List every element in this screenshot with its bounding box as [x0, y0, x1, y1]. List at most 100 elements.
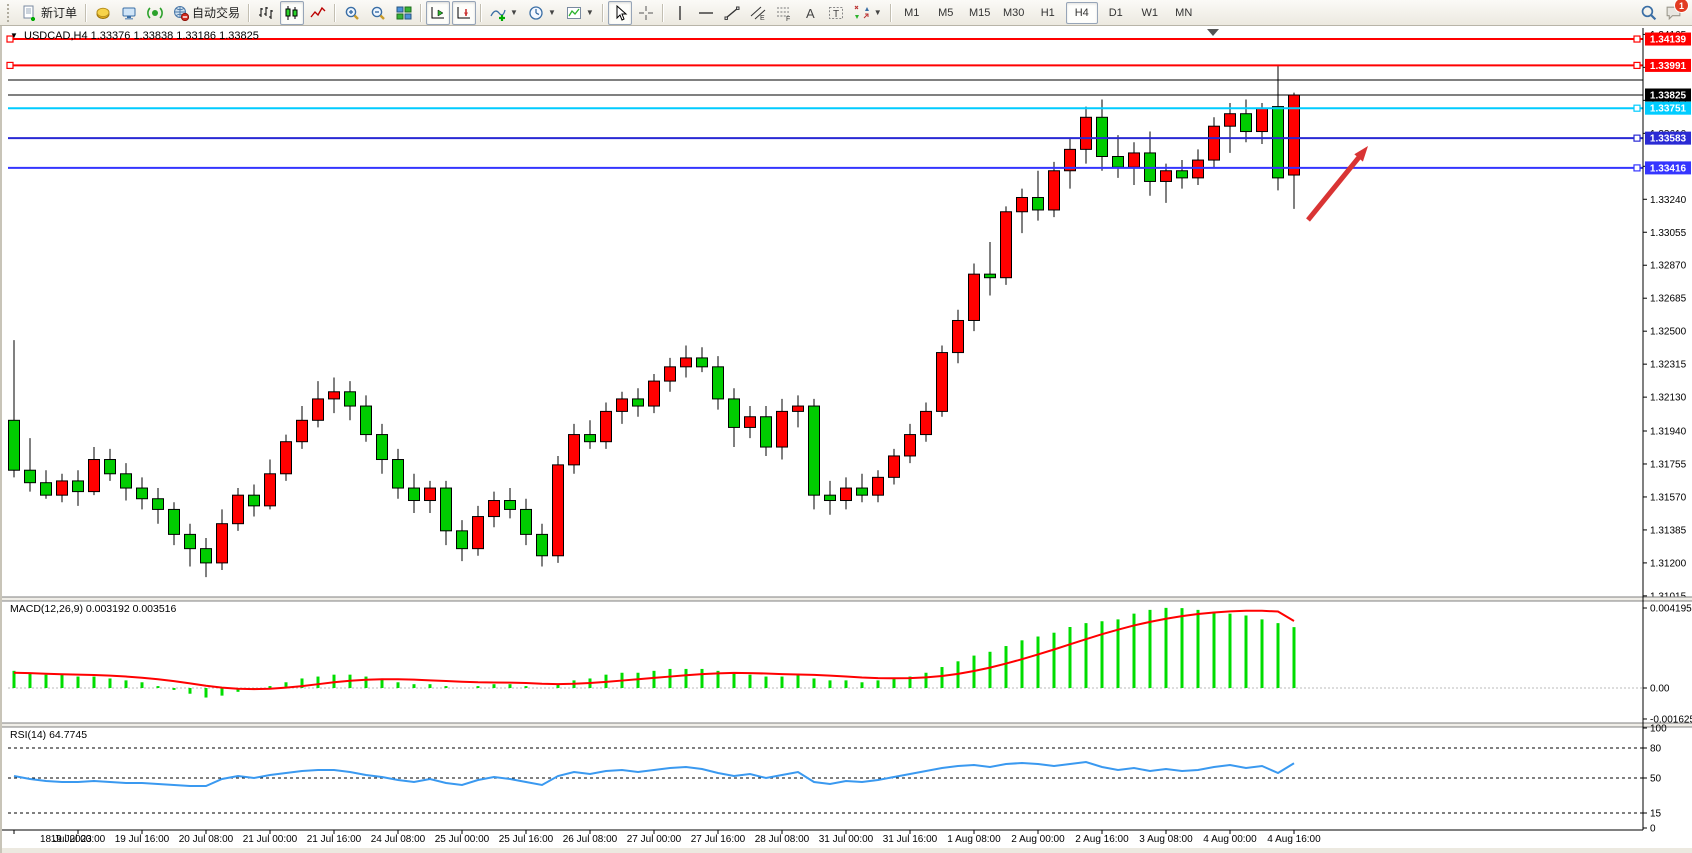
- price-label-box: [1645, 88, 1691, 102]
- timeframe-m1-button[interactable]: M1: [904, 6, 920, 19]
- candlestick: [680, 357, 692, 368]
- timeframe-w1-button[interactable]: W1: [1141, 6, 1158, 19]
- panel-splitter[interactable]: [2, 723, 1692, 727]
- timeframe-h4-button[interactable]: H4: [1065, 1, 1098, 24]
- candlestick: [1032, 196, 1044, 211]
- candlestick: [952, 319, 964, 354]
- textA-icon: A: [806, 6, 815, 21]
- candlestick: [840, 487, 852, 502]
- time-axis-label: 21 Jul 00:00: [243, 834, 298, 845]
- candlestick: [504, 500, 516, 510]
- line-handle[interactable]: [6, 61, 14, 70]
- price-axis-label: 1.31755: [1650, 459, 1687, 470]
- line-handle[interactable]: [1633, 35, 1641, 43]
- line-handle[interactable]: [6, 35, 14, 43]
- auto-trading-button[interactable]: 自动交易: [169, 1, 244, 25]
- timeframe-m15-button[interactable]: M15: [969, 6, 991, 19]
- periods-button[interactable]: ▼: [524, 1, 560, 25]
- trend-arrow-head[interactable]: [1354, 146, 1368, 162]
- candlestick: [1240, 113, 1252, 133]
- tile-windows-button[interactable]: [392, 1, 416, 25]
- fibonacci-tool-button[interactable]: F: [772, 1, 796, 25]
- arrows-tool-button[interactable]: ▼: [850, 1, 886, 25]
- bar-chart-mode-button[interactable]: [254, 1, 278, 25]
- candlestick: [168, 508, 180, 535]
- indicators-button[interactable]: ▼: [486, 1, 522, 25]
- templates-button[interactable]: ▼: [562, 1, 598, 25]
- candlestick: [712, 366, 724, 400]
- hline-icon: [698, 11, 713, 14]
- rsi-axis-label: 0: [1650, 824, 1656, 835]
- candlestick: [360, 405, 372, 436]
- candlestick: [616, 398, 628, 412]
- rsi-label: RSI(14) 64.7745: [10, 729, 87, 741]
- candlestick: [664, 366, 676, 382]
- svg-text:A: A: [806, 6, 815, 21]
- text-label-tool-button[interactable]: T: [824, 1, 848, 25]
- svg-text:E: E: [760, 15, 765, 21]
- chart-title: USDCAD,H4 1.33376 1.33838 1.33186 1.3382…: [24, 30, 259, 42]
- timeframe-m30-button[interactable]: M30: [1003, 6, 1025, 19]
- candlestick: [408, 487, 420, 502]
- candlestick: [808, 405, 820, 496]
- time-axis-label: 19 Jul 16:00: [115, 834, 170, 845]
- candlestick: [264, 473, 276, 507]
- candlestick: [232, 494, 244, 525]
- candlestick: [104, 459, 116, 475]
- horizontal-line-tool-button[interactable]: [694, 1, 718, 25]
- candlestick: [216, 523, 228, 564]
- timeframe-d1-button[interactable]: D1: [1108, 6, 1123, 19]
- equidistant-channel-tool-button[interactable]: E: [746, 1, 770, 25]
- panel-splitter[interactable]: [2, 597, 1692, 601]
- zoom-out-button[interactable]: [366, 1, 390, 25]
- data-window-button[interactable]: [117, 1, 141, 25]
- candlestick: [1080, 116, 1092, 150]
- line-handle[interactable]: [1633, 134, 1641, 142]
- price-axis-label: 1.32870: [1650, 261, 1687, 272]
- candlestick: [392, 459, 404, 489]
- price-label: 1.34139: [1650, 35, 1687, 46]
- text-tool-button[interactable]: A: [798, 1, 822, 25]
- candlestick: [1128, 152, 1140, 168]
- cursor-tool-button[interactable]: [607, 0, 632, 25]
- vertical-line-tool-button[interactable]: [668, 1, 692, 25]
- timeframe-m5-button[interactable]: M5: [938, 6, 954, 19]
- candlestick-mode-button[interactable]: [280, 0, 305, 25]
- candlestick: [648, 380, 660, 407]
- chat-button[interactable]: 1: [1665, 0, 1689, 21]
- trend-arrow-annotation[interactable]: [1306, 154, 1362, 222]
- navigator-button[interactable]: [143, 1, 167, 25]
- candlestick: [776, 410, 788, 448]
- line-chart-mode-button[interactable]: [306, 1, 330, 25]
- trendline-tool-button[interactable]: [720, 1, 744, 25]
- zoom-in-button[interactable]: [340, 1, 364, 25]
- chart-canvas[interactable]: 1.341651.339801.337951.336101.334251.332…: [2, 26, 1692, 853]
- market-watch-button[interactable]: [91, 1, 115, 25]
- candlestick: [120, 473, 132, 489]
- price-axis-label: 1.31385: [1650, 525, 1687, 536]
- search-button[interactable]: [1640, 4, 1657, 21]
- line-handle[interactable]: [1633, 164, 1641, 172]
- timeframe-mn-button[interactable]: MN: [1175, 6, 1193, 19]
- candlestick: [968, 273, 980, 321]
- candlestick: [248, 494, 260, 507]
- crosshair-tool-button[interactable]: [634, 1, 658, 25]
- toolbar-separator: [420, 3, 423, 22]
- candlestick: [1192, 159, 1204, 179]
- auto-scroll-button[interactable]: [426, 0, 451, 25]
- chart-shift-marker-icon[interactable]: [1207, 29, 1219, 36]
- line-handle[interactable]: [1633, 61, 1641, 70]
- candlestick: [1288, 94, 1300, 176]
- new-order-label: 新订单: [41, 6, 78, 20]
- candlestick: [792, 405, 804, 412]
- svg-text:F: F: [786, 16, 790, 21]
- line-handle[interactable]: [1633, 104, 1641, 112]
- macd-axis-label: -0.001625: [1650, 714, 1692, 725]
- auto-trading-label: 自动交易: [192, 6, 241, 20]
- price-axis-label: 1.31940: [1650, 427, 1687, 438]
- candlestick: [1224, 113, 1236, 127]
- timeframe-h1-button[interactable]: H1: [1040, 6, 1055, 19]
- chart-shift-button[interactable]: [452, 0, 477, 25]
- new-order-button[interactable]: 新订单: [18, 1, 81, 25]
- candlestick: [856, 487, 868, 496]
